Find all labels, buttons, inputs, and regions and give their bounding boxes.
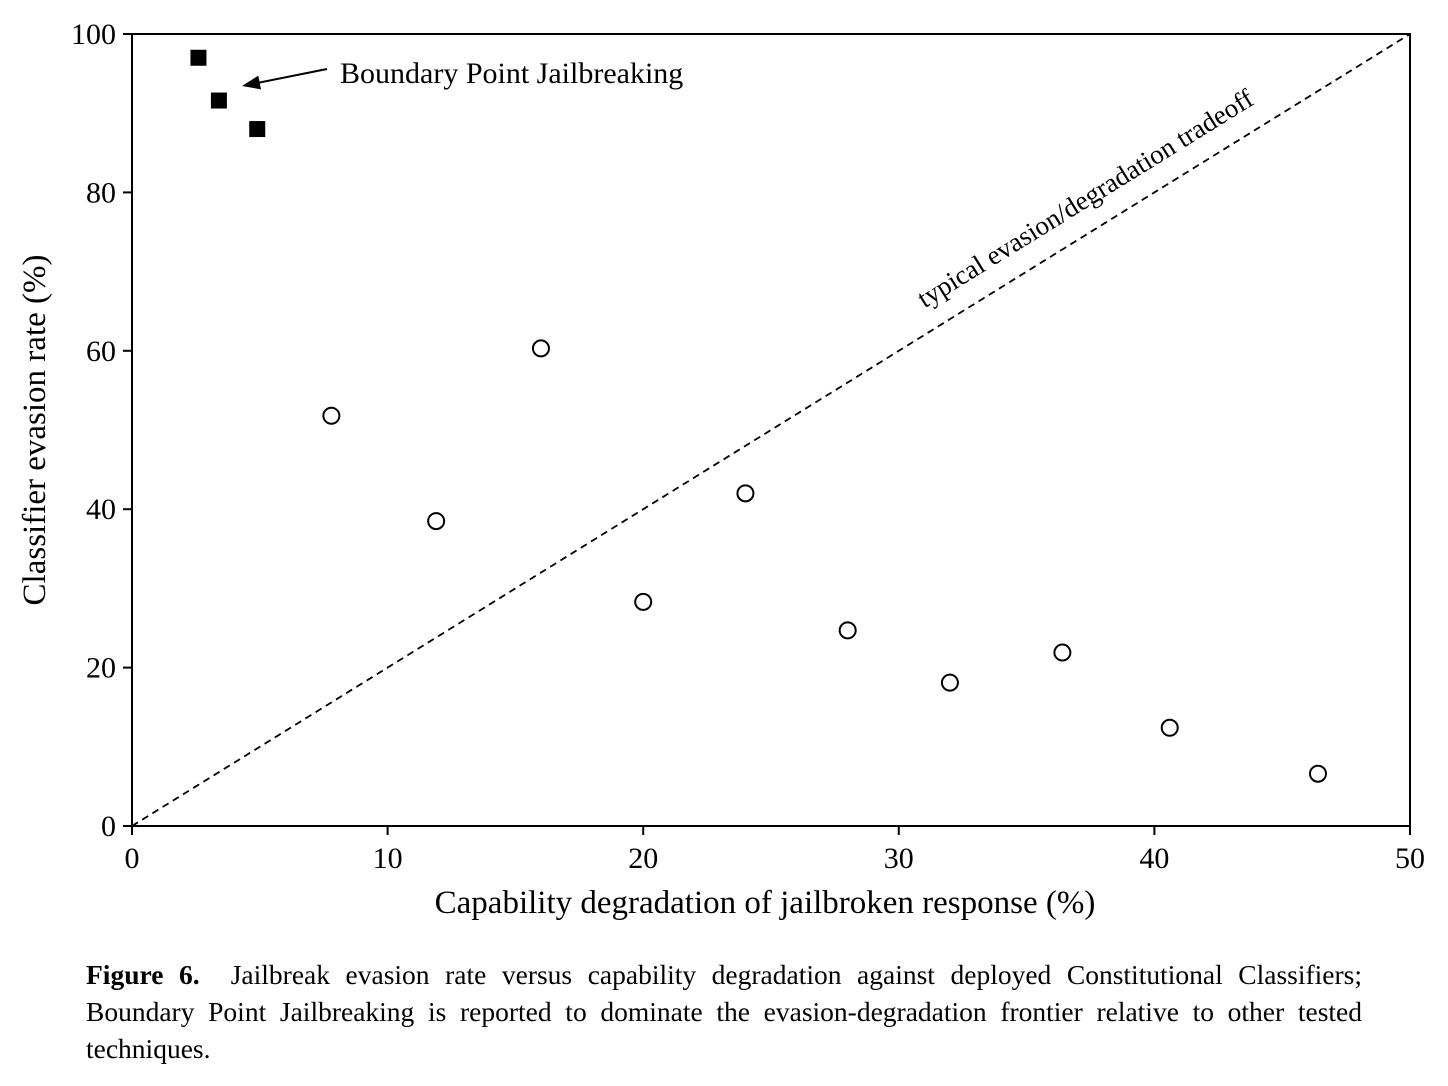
y-tick-label: 100 [71, 18, 116, 51]
circle-marker [322, 406, 341, 425]
x-tick-label: 0 [125, 842, 140, 875]
data-points [190, 49, 1327, 783]
figure-caption: Figure 6. Jailbreak evasion rate versus … [86, 956, 1362, 1067]
y-tick-label: 60 [86, 335, 116, 368]
x-tick-label: 20 [628, 842, 658, 875]
circle-marker [427, 512, 446, 531]
annotation-arrow-head [242, 75, 262, 90]
x-axis-title: Capability degradation of jailbroken res… [435, 885, 1096, 921]
x-tick-label: 30 [884, 842, 914, 875]
y-tick-label: 0 [101, 810, 116, 843]
x-tick-label: 10 [373, 842, 403, 875]
figure: typical evasion/degradation tradeoff 0 10… [17, 18, 1425, 1064]
circle-marker [838, 621, 857, 640]
circle-marker [1053, 643, 1072, 662]
caption-text: Jailbreak evasion rate versus capability… [86, 959, 1363, 1064]
square-marker [210, 92, 227, 109]
circle-marker [940, 673, 959, 692]
annotation-label: Boundary Point Jailbreaking [340, 57, 683, 90]
reference-line-label: typical evasion/degradation tradeoff [912, 83, 1259, 314]
y-tick-label: 80 [86, 176, 116, 209]
scatter-chart: typical evasion/degradation tradeoff 0 10… [17, 18, 1425, 921]
reference-line [131, 33, 1411, 827]
annotations: Boundary Point Jailbreaking [242, 57, 683, 90]
circle-marker [634, 592, 653, 611]
caption-label: Figure 6. [86, 959, 200, 990]
circle-marker [1160, 718, 1179, 737]
annotation-arrow-line [251, 68, 328, 85]
axis-ticks: 0 10 20 30 40 50 0 20 40 60 80 100 [71, 18, 1425, 875]
x-tick-label: 40 [1139, 842, 1169, 875]
circle-marker [1308, 764, 1327, 783]
circle-marker [736, 484, 755, 503]
plot-frame [131, 33, 1411, 827]
plot-border [131, 33, 1411, 827]
square-marker [249, 121, 266, 138]
reference-line-group: typical evasion/degradation tradeoff [131, 33, 1411, 827]
circle-marker [531, 339, 550, 358]
y-tick-label: 40 [86, 493, 116, 526]
y-tick-label: 20 [86, 652, 116, 685]
square-marker [190, 49, 207, 66]
x-tick-label: 50 [1395, 842, 1425, 875]
y-axis-title: Classifier evasion rate (%) [17, 255, 53, 606]
